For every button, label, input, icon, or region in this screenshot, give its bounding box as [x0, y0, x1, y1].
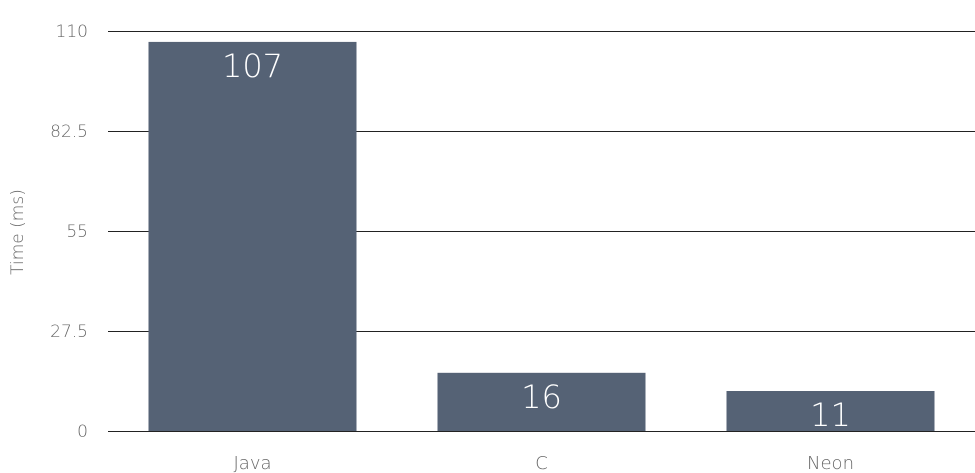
bars: [148, 41, 935, 432]
bar: [148, 41, 357, 432]
y-tick-label: 27.5: [50, 322, 88, 342]
y-tick-label: 55: [66, 222, 88, 242]
y-axis-title: Time (ms): [8, 189, 28, 275]
y-axis-ticks: 0 27.5 55 82.5 110: [50, 22, 88, 442]
bar: [726, 391, 935, 431]
y-tick-label: 110: [56, 22, 88, 42]
x-category-label: C: [535, 453, 548, 473]
bar: [437, 372, 646, 431]
x-category-label: Java: [233, 453, 271, 473]
y-tick-label: 82.5: [50, 122, 88, 142]
bar-value-label: 11: [810, 396, 851, 434]
data-labels: 107 16 11: [222, 47, 851, 434]
bar-value-label: 16: [521, 378, 562, 416]
y-tick-label: 0: [77, 422, 88, 442]
bar-value-label: 107: [222, 47, 283, 85]
x-axis-categories: Java C Neon: [233, 453, 854, 473]
x-category-label: Neon: [807, 453, 854, 473]
